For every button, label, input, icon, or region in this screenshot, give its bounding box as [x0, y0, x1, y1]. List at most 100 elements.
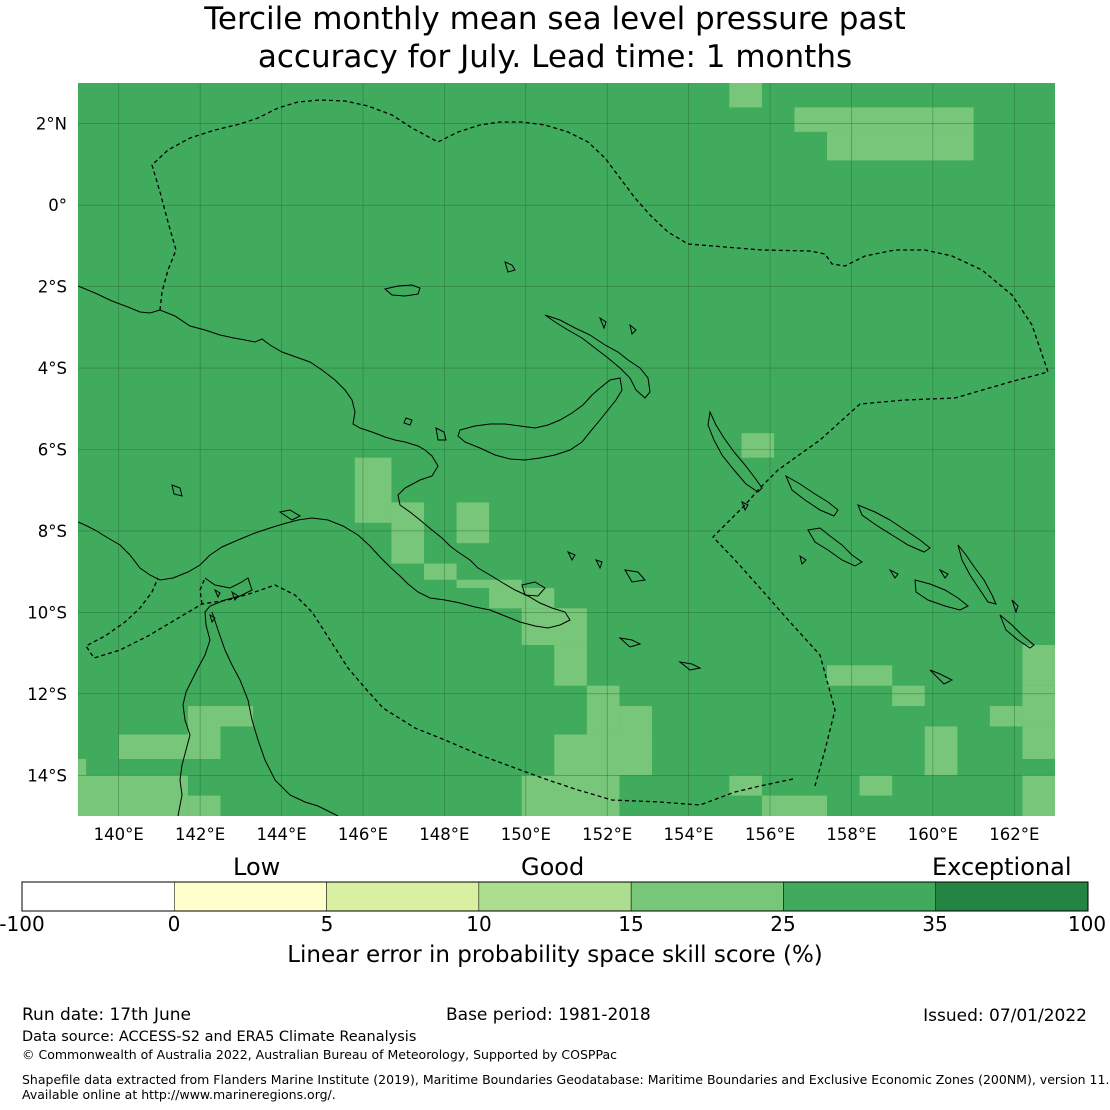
- longitude-label: 144°E: [256, 825, 306, 844]
- guadalcanal-coast: [914, 579, 969, 611]
- santa-isabel-coast: [857, 504, 931, 553]
- dentrecasteaux-coast: [521, 581, 546, 597]
- shapefile-credit-line-2: Available online at http://www.marinereg…: [22, 1087, 336, 1102]
- longitude-label: 152°E: [582, 825, 632, 844]
- longitude-label: 146°E: [338, 825, 388, 844]
- colorbar-tick: 25: [770, 912, 796, 936]
- grid-cell-15-25: [1022, 775, 1055, 816]
- makira-coast: [999, 614, 1035, 649]
- grid-cell-15-25: [220, 706, 254, 727]
- grid-cell-15-25: [424, 563, 457, 580]
- skill-score-cells: [78, 83, 1055, 816]
- colorbar-heading-exceptional: Exceptional: [932, 853, 1072, 881]
- grid-cell-15-25: [354, 457, 392, 523]
- png-south-eez-boundary: [85, 577, 794, 806]
- issued-date: Issued: 07/01/2022: [923, 1006, 1087, 1026]
- base-period: Base period: 1981-2018: [446, 1005, 651, 1025]
- colorbar-segment: [174, 881, 327, 912]
- torres-eez-boundary: [199, 577, 206, 605]
- colorbar-tick: -100: [0, 912, 45, 936]
- colorbar-segment: [21, 881, 175, 912]
- colorbar-heading-good: Good: [521, 853, 585, 881]
- grid-cell-15-25: [761, 795, 828, 816]
- grid-cell-15-25: [187, 706, 221, 759]
- malaita-coast: [957, 544, 997, 605]
- latitude-label: 0°: [48, 196, 67, 215]
- colorbar-tick: 5: [320, 912, 334, 936]
- colorbar-segment: [478, 881, 632, 912]
- colorbar-segment: [935, 881, 1089, 912]
- longitude-label: 148°E: [419, 825, 469, 844]
- run-date: Run date: 17th June: [22, 1005, 191, 1025]
- coastlines: [78, 261, 1035, 816]
- grid-cell-15-25: [118, 734, 188, 759]
- longitude-label: 156°E: [745, 825, 795, 844]
- longitude-label: 154°E: [664, 825, 714, 844]
- longitude-labels: 140°E 142°E 144°E 146°E 148°E 150°E 152°E 154°E…: [94, 825, 1040, 844]
- grid-cell-15-25: [827, 665, 893, 686]
- cape-york-coast: [177, 577, 253, 816]
- graticule: [78, 83, 1055, 816]
- title-line-2: accuracy for July. Lead time: 1 months: [257, 39, 853, 75]
- grid-cell-15-25: [859, 775, 893, 796]
- shapefile-credit-line-1: Shapefile data extracted from Flanders M…: [22, 1072, 1110, 1087]
- colorbar-tick: 0: [167, 912, 181, 936]
- manus-coast: [383, 284, 421, 297]
- grid-cell-15-25: [391, 502, 425, 564]
- grid-cell-15-25: [521, 775, 620, 816]
- latitude-label: 14°S: [27, 766, 67, 785]
- colorbar-tick: 35: [922, 912, 948, 936]
- colorbar-frame: [21, 881, 1089, 912]
- grid-cell-15-25: [456, 579, 522, 588]
- bougainville-coast: [707, 410, 763, 493]
- new-guinea-coast: [78, 285, 571, 629]
- colorbar-label: Linear error in probability space skill …: [287, 942, 823, 968]
- longitude-label: 158°E: [826, 825, 876, 844]
- colorbar-tick: 15: [618, 912, 644, 936]
- louisiade-coast: [618, 569, 702, 671]
- eez-boundaries: [85, 99, 1049, 806]
- cape-york-east-coast: [211, 611, 339, 816]
- longitude-label: 162°E: [989, 825, 1039, 844]
- colorbar-segment: [326, 881, 480, 912]
- new-georgia-coast: [807, 527, 863, 567]
- grid-cell-15-25: [1022, 726, 1055, 759]
- latitude-label: 2°S: [38, 278, 67, 297]
- choiseul-coast: [784, 474, 839, 517]
- colorbar-tick: 10: [466, 912, 492, 936]
- longitude-label: 160°E: [908, 825, 958, 844]
- latitude-label: 12°S: [27, 685, 67, 704]
- grid-cell-15-25: [989, 706, 1023, 727]
- png-eez-boundary: [151, 99, 1049, 787]
- grid-cell-15-25: [586, 685, 620, 735]
- grid-cell-15-25: [827, 131, 974, 161]
- map: 2°N 0° 2°S 4°S 6°S 8°S 10°S 12°S 14°S 140°E 142°E…: [27, 83, 1055, 844]
- latitude-label: 2°N: [36, 115, 67, 134]
- chart-title: Tercile monthly mean sea level pressure …: [0, 0, 1110, 76]
- grid-cell-15-25: [187, 795, 221, 816]
- grid-cell-15-25: [554, 644, 587, 686]
- latitude-label: 8°S: [38, 522, 67, 541]
- colorbar: [21, 881, 1089, 912]
- grid-cell-15-25: [1022, 685, 1055, 727]
- grid-cell-15-25: [729, 83, 762, 108]
- longitude-label: 142°E: [175, 825, 225, 844]
- colorbar-segment: [630, 881, 784, 912]
- grid-cell-15-25: [741, 433, 775, 458]
- grid-cell-15-25: [78, 758, 87, 776]
- grid-cell-15-25: [794, 107, 974, 132]
- colorbar-segment: [783, 881, 936, 912]
- title-line-1: Tercile monthly mean sea level pressure …: [204, 1, 906, 37]
- latitude-labels: 2°N 0° 2°S 4°S 6°S 8°S 10°S 12°S 14°S: [27, 115, 67, 786]
- latitude-label: 6°S: [38, 441, 67, 460]
- data-source: Data source: ACCESS-S2 and ERA5 Climate …: [22, 1029, 417, 1045]
- new-ireland-coast: [544, 314, 651, 399]
- grid-cell-15-25: [1022, 644, 1055, 686]
- grid-cell-15-25: [78, 775, 188, 816]
- small-islands: [171, 261, 1019, 685]
- longitude-label: 140°E: [94, 825, 144, 844]
- latitude-label: 10°S: [27, 603, 67, 622]
- colorbar-tick: 100: [1067, 912, 1107, 936]
- grid-cell-15-25: [489, 587, 555, 609]
- grid-cell-15-25: [892, 685, 925, 707]
